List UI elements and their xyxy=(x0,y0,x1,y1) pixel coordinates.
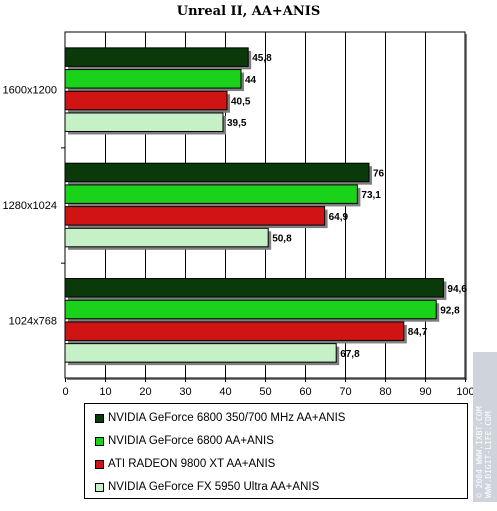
legend-swatch xyxy=(95,436,104,446)
legend-item: NVIDIA GeForce 6800 AA+ANIS xyxy=(95,431,274,451)
watermark-text: © 2004 WWW.IXBT.COM WWW.DIGIT-LIFE.COM xyxy=(475,406,493,498)
bar xyxy=(64,227,269,248)
watermark-line-2: WWW.DIGIT-LIFE.COM xyxy=(484,411,493,498)
bar xyxy=(64,112,224,132)
watermark-line-1: © 2004 WWW.IXBT.COM xyxy=(475,406,484,498)
bar xyxy=(64,184,358,204)
bar xyxy=(64,278,444,298)
x-tick-label: 40 xyxy=(219,386,231,398)
x-tick-label: 60 xyxy=(299,386,311,398)
x-tick-label: 10 xyxy=(99,386,111,398)
y-category-label: 1600x1200 xyxy=(3,85,57,97)
bar-value-label: 94,6 xyxy=(447,284,467,295)
legend-label: NVIDIA GeForce 6800 350/700 MHz AA+ANIS xyxy=(108,412,346,424)
x-tick-label: 20 xyxy=(139,386,151,398)
legend-item: NVIDIA GeForce FX 5950 Ultra AA+ANIS xyxy=(95,477,319,497)
y-category-label: 1280x1024 xyxy=(3,200,57,212)
y-category-label: 1024x768 xyxy=(9,315,57,327)
watermark: © 2004 WWW.IXBT.COM WWW.DIGIT-LIFE.COM xyxy=(473,352,497,502)
bar-value-label: 39,5 xyxy=(227,118,247,129)
bar-value-label: 40,5 xyxy=(231,97,251,108)
bar-value-label: 76 xyxy=(373,168,385,179)
bar-value-label: 50,8 xyxy=(272,234,292,245)
legend-label: ATI RADEON 9800 XT AA+ANIS xyxy=(108,458,276,470)
x-tick-label: 80 xyxy=(379,386,391,398)
bar-value-label: 64,9 xyxy=(329,212,349,223)
bar xyxy=(64,299,437,320)
plot-area: 0 10 20 30 40 50 60 70 80 90 100 1600x1200 45,8 44 40,… xyxy=(3,31,475,398)
legend-item: NVIDIA GeForce 6800 350/700 MHz AA+ANIS xyxy=(95,408,345,428)
bar xyxy=(64,206,326,226)
legend-item: ATI RADEON 9800 XT AA+ANIS xyxy=(95,454,275,474)
legend-label: NVIDIA GeForce FX 5950 Ultra AA+ANIS xyxy=(108,481,320,493)
bar-value-label: 67,8 xyxy=(340,349,360,360)
bar-value-label: 92,8 xyxy=(440,305,460,316)
legend: NVIDIA GeForce 6800 350/700 MHz AA+ANIS … xyxy=(84,403,468,499)
chart-title: Unreal II, AA+ANIS xyxy=(176,4,321,19)
bar-value-label: 84,7 xyxy=(408,327,428,338)
bar xyxy=(64,90,228,111)
bar xyxy=(64,47,249,67)
legend-label: NVIDIA GeForce 6800 AA+ANIS xyxy=(108,435,274,447)
bar xyxy=(64,343,337,363)
bar-value-label: 44 xyxy=(245,75,257,86)
bar-value-label: 73,1 xyxy=(361,190,381,201)
x-tick-label: 90 xyxy=(419,386,431,398)
bar xyxy=(64,321,405,341)
x-tick-label: 70 xyxy=(339,386,351,398)
bar xyxy=(64,162,370,183)
bar xyxy=(64,69,242,89)
x-tick-label: 100 xyxy=(456,386,474,398)
legend-swatch xyxy=(95,482,104,492)
legend-swatch xyxy=(95,459,104,469)
legend-swatch xyxy=(95,413,104,423)
bar-value-label: 45,8 xyxy=(252,53,272,64)
x-tick-label: 0 xyxy=(62,386,68,398)
x-tick-label: 30 xyxy=(179,386,191,398)
x-tick-label: 50 xyxy=(259,386,271,398)
